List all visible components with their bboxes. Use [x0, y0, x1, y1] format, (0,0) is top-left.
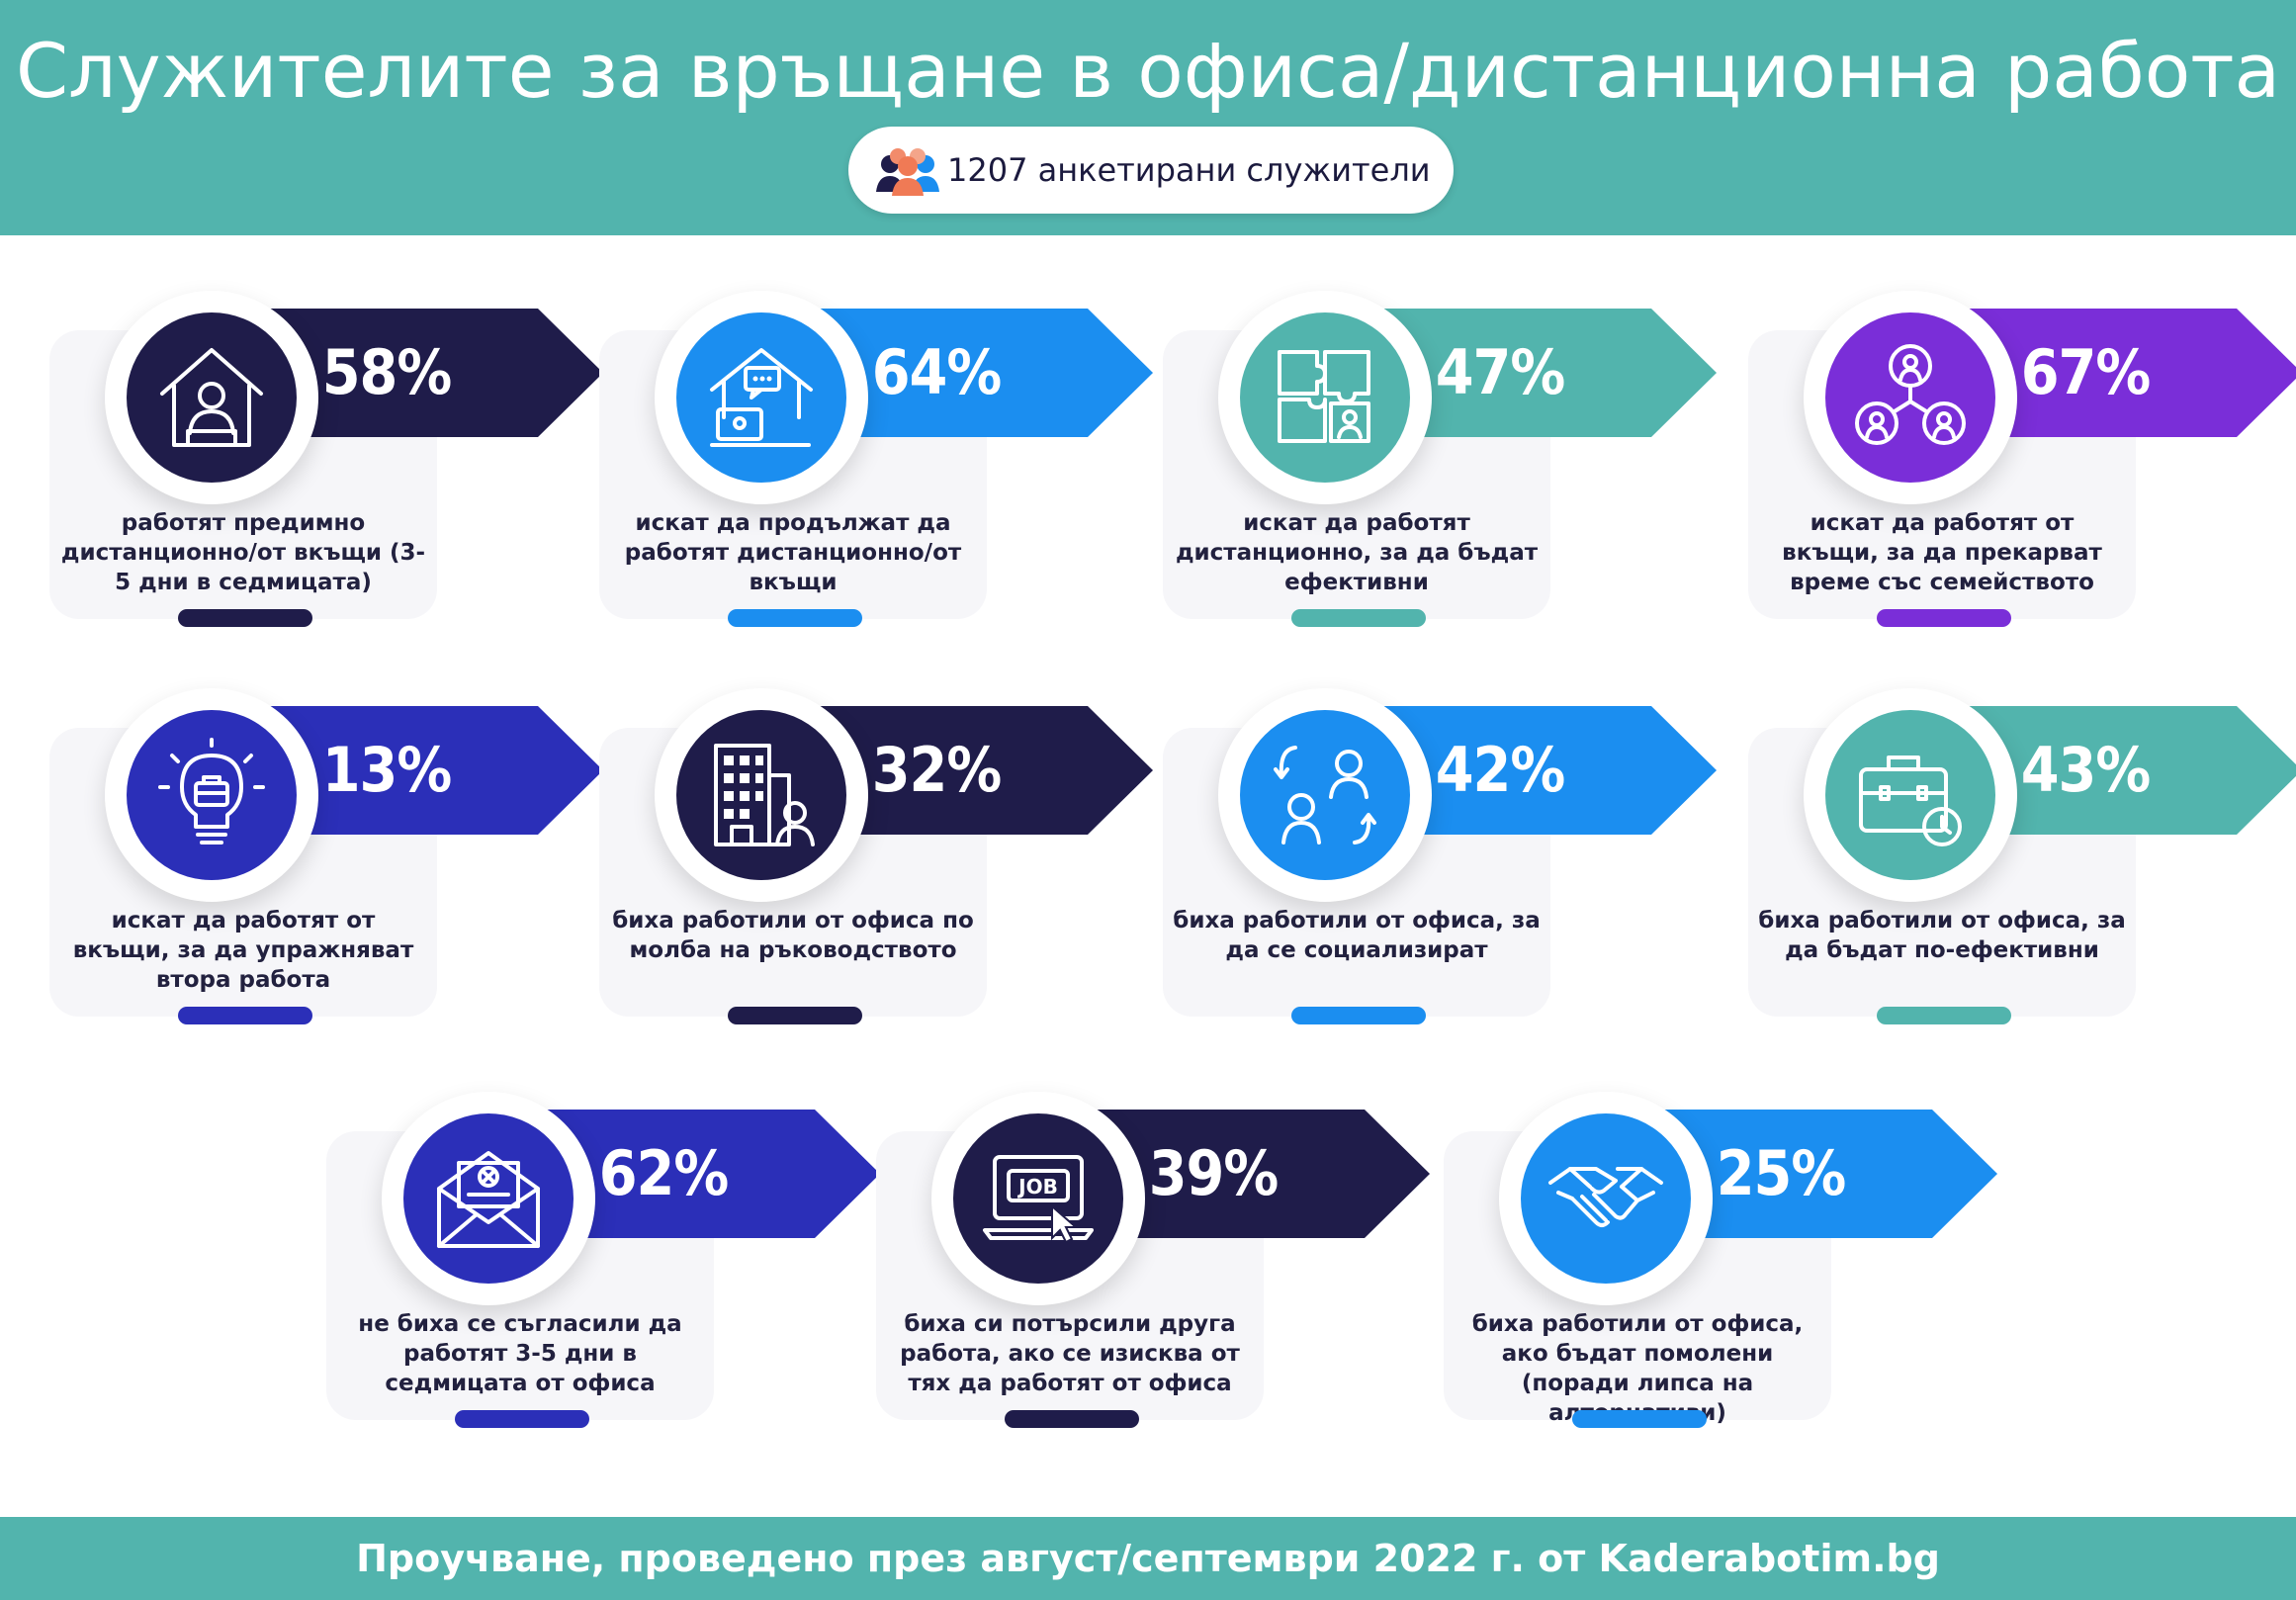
- stat-card: 62% не биха се съгласили да работят 3-5 …: [307, 1092, 880, 1428]
- icon-circle: [676, 312, 846, 483]
- stat-percent: 43%: [2020, 734, 2152, 806]
- stat-card: 32% биха работили от офиса по молба на р…: [579, 688, 1153, 1024]
- stat-description: биха работили от офиса по молба на ръков…: [612, 908, 974, 963]
- header-banner: Служителите за връщане в офиса/дистанцио…: [0, 0, 2296, 235]
- accent-bar: [1572, 1410, 1707, 1428]
- handshake-icon: [1548, 1167, 1663, 1227]
- accent-bar: [728, 609, 862, 627]
- puzzle-person-icon: [1278, 350, 1370, 443]
- accent-bar: [728, 1007, 862, 1024]
- stat-percent: 58%: [321, 336, 453, 408]
- rejection-letter-icon: [437, 1151, 540, 1248]
- stat-percent: 67%: [2020, 336, 2152, 408]
- stat-percent: 64%: [871, 336, 1003, 408]
- accent-bar: [1877, 1007, 2011, 1024]
- icon-circle: [1240, 312, 1410, 483]
- accent-bar: [178, 1007, 312, 1024]
- footer-banner: Проучване, проведено през август/септемв…: [0, 1517, 2296, 1600]
- stat-card: 13% искат да работят от вкъщи, за да упр…: [30, 688, 603, 1024]
- accent-bar: [1005, 1410, 1139, 1428]
- stat-card: 64% искат да продължат да работят дистан…: [579, 291, 1153, 627]
- accent-bar: [1877, 609, 2011, 627]
- stat-percent: 25%: [1716, 1137, 1847, 1209]
- stat-description: биха работили от офиса, за да бъдат по-е…: [1758, 908, 2126, 963]
- icon-circle: [1825, 312, 1995, 483]
- svg-text:JOB: JOB: [1016, 1175, 1058, 1199]
- stat-description: работят предимно дистанционно/от вкъщи (…: [60, 510, 426, 595]
- stat-card: 42% биха работили от офиса, за да се соц…: [1143, 688, 1717, 1024]
- stat-card: 67% искат да работят от вкъщи, за да пре…: [1728, 291, 2296, 627]
- icon-circle: [127, 710, 297, 880]
- job-search-laptop-icon: JOB: [983, 1155, 1094, 1244]
- office-building-icon: [714, 744, 815, 846]
- stat-percent: 62%: [598, 1137, 730, 1209]
- stat-description: биха работили от офиса, за да се социали…: [1173, 908, 1541, 963]
- stat-card: 39% JOB биха си потърсили друга работа, …: [856, 1092, 1430, 1428]
- stat-description: искат да работят дистанционно, за да бъд…: [1175, 510, 1539, 595]
- accent-bar: [1291, 1007, 1426, 1024]
- respondents-count: 1207 анкетирани служители: [947, 151, 1431, 189]
- page-title: Служителите за връщане в офиса/дистанцио…: [15, 27, 2281, 115]
- stat-description: не биха се съгласили да работят 3-5 дни …: [358, 1311, 682, 1396]
- icon-circle: [403, 1113, 574, 1284]
- respondents-badge: 1207 анкетирани служители: [848, 127, 1454, 214]
- icon-circle: JOB: [953, 1113, 1123, 1284]
- stat-card: 43% биха работили от офиса, за да бъдат …: [1728, 688, 2296, 1024]
- stat-card: 25% биха работили от офиса, ако бъдат по…: [1424, 1092, 1997, 1428]
- stat-description: искат да работят от вкъщи, за да упражня…: [72, 908, 414, 993]
- accent-bar: [1291, 609, 1426, 627]
- briefcase-clock-icon: [1859, 756, 1962, 846]
- icon-circle: [676, 710, 846, 880]
- stat-percent: 32%: [871, 734, 1003, 806]
- lightbulb-briefcase-icon: [158, 738, 265, 844]
- home-worker-icon: [160, 348, 263, 447]
- icon-circle: [127, 312, 297, 483]
- stat-description: искат да работят от вкъщи, за да прекарв…: [1782, 510, 2102, 595]
- icon-circle: [1521, 1113, 1691, 1284]
- stat-card: 58% работят предимно дистанционно/от вкъ…: [30, 291, 603, 627]
- accent-bar: [178, 609, 312, 627]
- icon-circle: [1825, 710, 1995, 880]
- people-group-icon: [876, 148, 939, 196]
- stat-percent: 39%: [1148, 1137, 1280, 1209]
- family-network-icon: [1855, 344, 1966, 445]
- stat-percent: 47%: [1435, 336, 1566, 408]
- people-exchange-icon: [1274, 746, 1376, 844]
- stat-description: биха си потърсили друга работа, ако се и…: [900, 1311, 1240, 1396]
- footer-source: Проучване, проведено през август/септемв…: [356, 1537, 1940, 1580]
- stat-percent: 13%: [321, 734, 453, 806]
- stat-card: 47% искат да работят дистанционно, за да…: [1143, 291, 1717, 627]
- accent-bar: [455, 1410, 589, 1428]
- stat-percent: 42%: [1435, 734, 1566, 806]
- home-laptop-chat-icon: [710, 348, 813, 447]
- icon-circle: [1240, 710, 1410, 880]
- stat-description: искат да продължат да работят дистанцион…: [624, 510, 962, 595]
